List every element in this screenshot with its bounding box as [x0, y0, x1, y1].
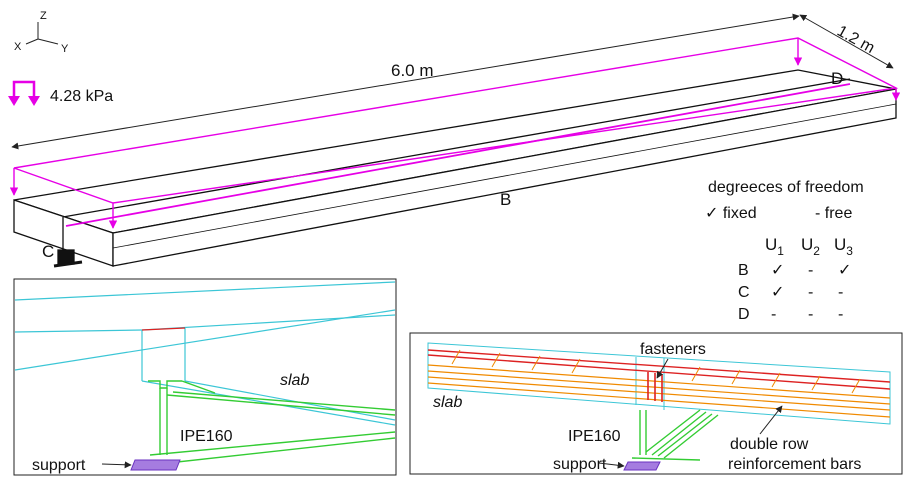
- support-label: support: [32, 457, 86, 474]
- fasteners-label: fasteners: [640, 341, 706, 358]
- fasteners-marks: [647, 372, 663, 402]
- dof-cell: ✓: [771, 284, 784, 301]
- dof-header-u3: U3: [834, 235, 853, 258]
- dof-cell: -: [808, 284, 813, 301]
- point-c-label: C: [42, 242, 54, 261]
- beam-label: IPE160: [180, 428, 233, 445]
- axis-y-label: Y: [61, 43, 69, 55]
- length-dimension: 6.0 m: [11, 13, 800, 150]
- load-value-label: 4.28 kPa: [50, 88, 113, 105]
- slab-label: slab: [433, 394, 462, 411]
- dof-cell: ✓: [838, 262, 851, 279]
- bars-label-line2: reinforcement bars: [728, 456, 861, 473]
- dof-cell: ✓: [771, 262, 784, 279]
- axis-x-label: X: [14, 41, 22, 53]
- dof-title: degreeces of freedom: [708, 179, 864, 196]
- axis-triad: Z X Y: [14, 10, 69, 55]
- load-area-outline: [9, 37, 901, 229]
- dof-table: degreeces of freedom ✓ fixed - free U1 U…: [705, 179, 864, 323]
- dof-row-b-label: B: [738, 262, 749, 279]
- support-icon: [623, 461, 661, 471]
- dof-free-legend: - free: [815, 205, 852, 222]
- dof-cell: -: [838, 284, 843, 301]
- width-dimension: 1.2 m: [799, 14, 894, 69]
- width-label: 1.2 m: [834, 23, 877, 57]
- slab-label: slab: [280, 372, 309, 389]
- point-b-label: B: [500, 190, 511, 209]
- ipe-beam-left: [148, 380, 396, 466]
- axis-z-label: Z: [40, 10, 47, 22]
- support-icon: [130, 459, 181, 471]
- dof-fixed-legend: ✓ fixed: [705, 205, 757, 222]
- support-label: support: [553, 456, 607, 473]
- detail-panel-right: fasteners slab IPE160 support double row…: [409, 332, 903, 475]
- dof-row-d-label: D: [738, 306, 750, 323]
- dof-header-u2: U2: [801, 235, 820, 258]
- point-d-label: D: [831, 69, 843, 88]
- load-legend: 4.28 kPa: [8, 80, 113, 106]
- dof-cell: -: [838, 306, 843, 323]
- cross-bars: [451, 349, 861, 394]
- dof-header-u1: U1: [765, 235, 784, 258]
- ipe-beam-right: [631, 409, 719, 461]
- length-label: 6.0 m: [391, 61, 434, 80]
- beam-label: IPE160: [568, 428, 621, 445]
- slab-3d: [13, 69, 897, 268]
- bars-label-line1: double row: [730, 436, 809, 453]
- dof-cell: -: [771, 306, 776, 323]
- dof-row-c-label: C: [738, 284, 750, 301]
- detail-panel-left: slab IPE160 support: [13, 278, 397, 476]
- orange-bars: [427, 364, 891, 418]
- dof-cell: -: [808, 262, 813, 279]
- dof-cell: -: [808, 306, 813, 323]
